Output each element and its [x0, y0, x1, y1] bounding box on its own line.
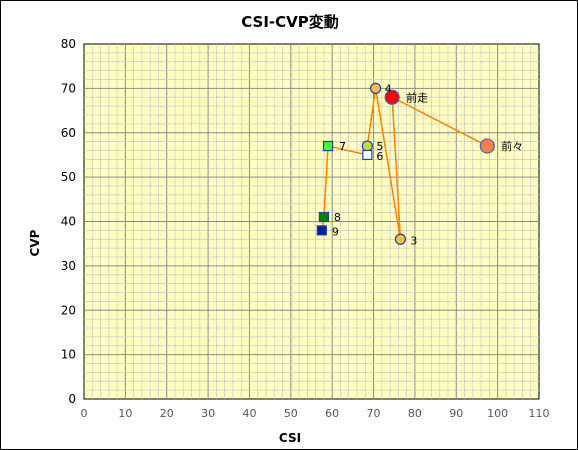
data-point-前走: [384, 89, 400, 105]
data-point-4: [370, 82, 382, 94]
y-tick-label: 70: [61, 81, 76, 95]
data-point-3: [394, 233, 407, 245]
x-tick-label: 0: [81, 407, 88, 420]
x-tick-label: 80: [408, 407, 422, 420]
x-tick-label: 30: [201, 407, 215, 420]
y-tick-label: 30: [61, 259, 76, 273]
data-points: [316, 82, 495, 245]
point-label-前走: 前走: [406, 90, 428, 104]
data-point-8: [318, 211, 330, 223]
point-label-9: 9: [332, 225, 339, 238]
y-tick-label: 80: [61, 37, 76, 51]
y-tick-label: 40: [61, 215, 76, 229]
point-label-6: 6: [376, 150, 383, 163]
point-label-5: 5: [376, 140, 383, 153]
point-label-4: 4: [385, 82, 392, 95]
data-point-6: [362, 149, 373, 161]
point-label-8: 8: [334, 211, 341, 224]
x-tick-label: 40: [242, 407, 256, 420]
grid-lines: [84, 44, 539, 399]
data-point-9: [316, 225, 327, 236]
x-tick-label: 100: [487, 407, 508, 420]
x-tick-label: 90: [449, 407, 463, 420]
x-tick-labels: 0 10 20 30 40 50 60 70 80 90 100 110: [81, 407, 550, 420]
x-tick-label: 10: [118, 407, 132, 420]
x-tick-label: 70: [367, 407, 381, 420]
y-tick-labels: 0 10 20 30 40 50 60 70 80: [61, 37, 76, 406]
x-tick-label: 50: [284, 407, 298, 420]
y-tick-label: 60: [61, 126, 76, 140]
point-label-3: 3: [410, 234, 417, 247]
point-labels: 前々 前走 3 4 56 7 89: [332, 82, 523, 247]
x-axis-label: CSI: [279, 431, 301, 445]
point-label-前々: 前々: [501, 139, 523, 153]
y-tick-label: 0: [68, 392, 76, 406]
chart-title: CSI-CVP変動: [241, 13, 339, 31]
data-point-前々: [479, 138, 495, 154]
x-tick-label: 110: [529, 407, 550, 420]
point-label-7: 7: [339, 140, 346, 153]
y-tick-label: 50: [61, 170, 76, 184]
x-tick-label: 60: [325, 407, 339, 420]
y-tick-label: 20: [61, 303, 76, 317]
data-point-5: [361, 140, 373, 152]
y-axis-label: CVP: [28, 229, 42, 256]
x-tick-label: 20: [160, 407, 174, 420]
data-point-7: [322, 140, 334, 152]
y-tick-label: 10: [61, 348, 76, 362]
